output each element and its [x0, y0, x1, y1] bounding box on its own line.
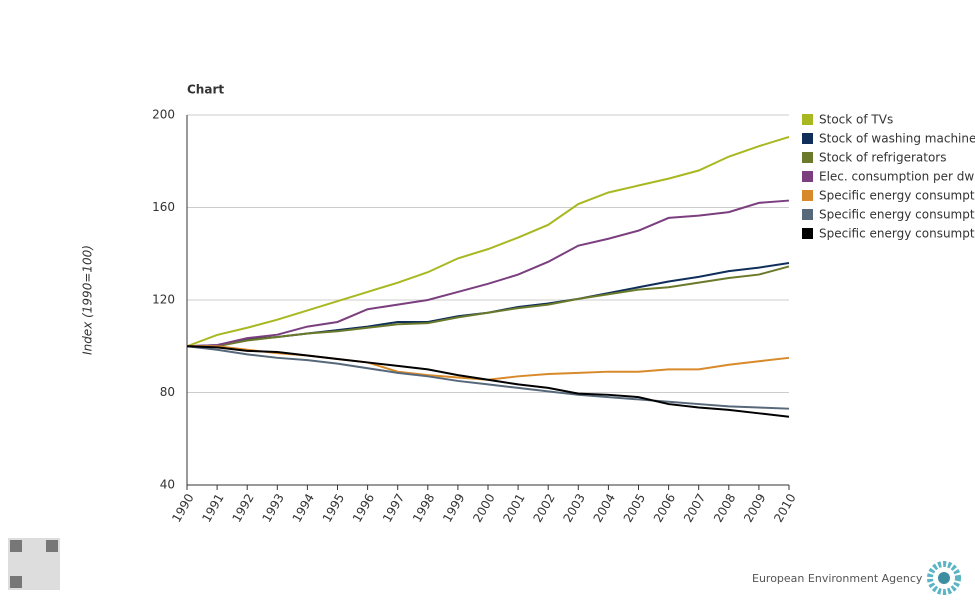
legend-label: Specific energy consumpt	[819, 208, 975, 222]
legend-label: Stock of refrigerators	[819, 151, 946, 165]
x-tick-label: 2006	[651, 491, 678, 524]
x-tick-label: 2007	[681, 491, 708, 524]
x-tick-label: 1992	[229, 491, 256, 524]
x-tick-label: 1993	[260, 491, 287, 524]
legend-swatch	[802, 133, 813, 144]
y-tick-label: 120	[152, 293, 175, 307]
y-tick-label: 40	[160, 478, 175, 492]
x-tick-label: 1996	[350, 491, 377, 524]
legend-label: Stock of TVs	[819, 113, 893, 127]
series-line	[186, 345, 790, 410]
x-tick-label: 2001	[500, 491, 527, 524]
legend-swatch	[802, 228, 813, 239]
x-tick-label: 1995	[320, 491, 347, 524]
series-line	[186, 199, 790, 348]
y-tick-label: 160	[152, 200, 175, 214]
y-tick-label: 200	[152, 108, 175, 122]
x-tick-label: 1999	[440, 491, 467, 524]
x-tick-label: 2003	[561, 491, 588, 524]
x-tick-label: 1997	[380, 491, 407, 524]
chart-title: Chart	[187, 83, 224, 97]
x-tick-label: 2002	[530, 491, 557, 524]
y-axis-label: Index (1990=100)	[81, 245, 95, 355]
x-tick-label: 2000	[470, 491, 497, 524]
legend-swatch	[802, 152, 813, 163]
legend-label: Specific energy consumpt	[819, 189, 975, 203]
x-tick-label: 2005	[621, 491, 648, 524]
x-tick-label: 2010	[771, 491, 798, 524]
legend-swatch	[802, 190, 813, 201]
x-tick-label: 1994	[290, 491, 317, 524]
x-tick-label: 1990	[169, 491, 196, 524]
x-tick-label: 2008	[711, 491, 738, 524]
legend-swatch	[802, 114, 813, 125]
footer: European Environment Agency	[752, 572, 923, 585]
legend-swatch	[802, 171, 813, 182]
series-line	[186, 136, 790, 348]
x-tick-label: 2004	[591, 491, 618, 524]
legend-label: Specific energy consumpt	[819, 227, 975, 241]
legend-label: Stock of washing machine	[819, 132, 975, 146]
series-line	[186, 345, 790, 418]
legend-swatch	[802, 209, 813, 220]
y-tick-label: 80	[160, 385, 175, 399]
series-line	[187, 265, 790, 348]
x-tick-label: 1991	[199, 491, 226, 524]
x-tick-label: 1998	[410, 491, 437, 524]
legend-label: Elec. consumption per dw	[819, 170, 974, 184]
logo	[927, 561, 961, 595]
qr-code	[8, 538, 60, 590]
x-tick-label: 2009	[741, 491, 768, 524]
